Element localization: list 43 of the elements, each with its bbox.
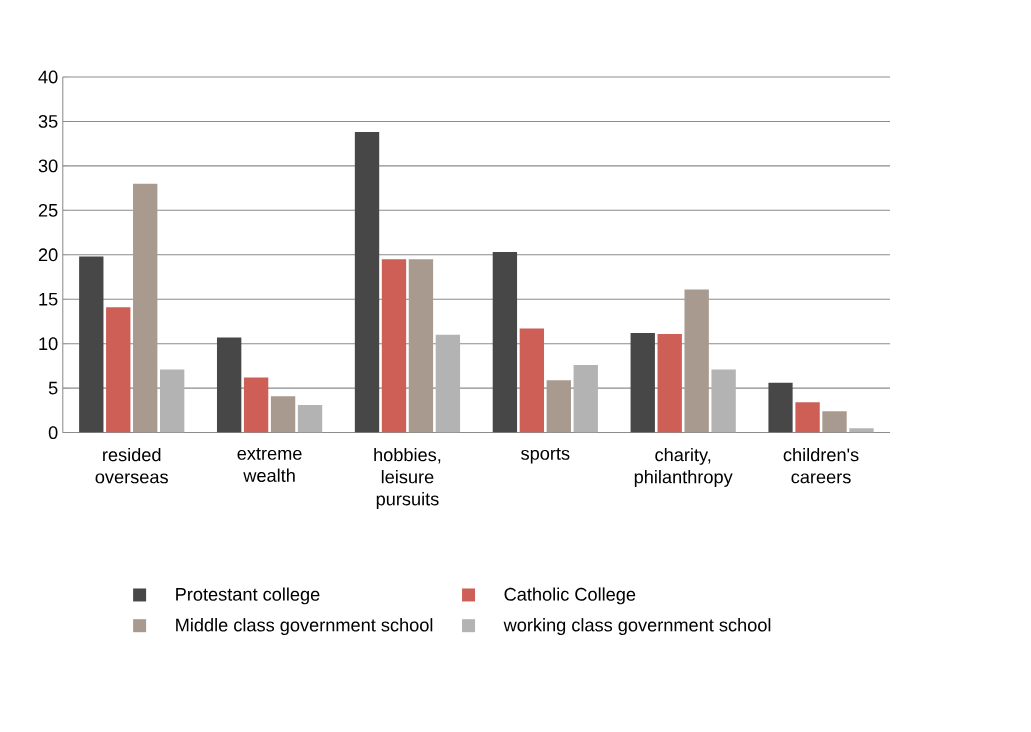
bar [435, 334, 461, 433]
x-tick-label: extreme wealth [237, 448, 302, 483]
x-tick-label: charity, philanthropy [634, 448, 733, 488]
bar [159, 369, 185, 433]
bar [297, 405, 323, 433]
y-tick-label: 0 [48, 426, 58, 440]
bar [133, 183, 158, 433]
bar [106, 307, 131, 433]
x-tick-label: resided overseas [95, 448, 168, 484]
y-tick-label: 40 [38, 70, 58, 84]
x-tick-label: children's careers [783, 448, 859, 484]
bar [492, 252, 518, 433]
y-tick-label: 35 [38, 115, 58, 129]
bar [822, 411, 847, 433]
bar [711, 369, 736, 433]
bar [657, 334, 682, 433]
bar [519, 328, 545, 433]
legend-label: working class government school [503, 618, 771, 636]
bar [630, 333, 655, 433]
bar [270, 396, 296, 433]
x-tick-label: sports [521, 448, 570, 464]
y-tick-label: 30 [38, 159, 58, 173]
bar [243, 377, 269, 433]
bar [573, 365, 598, 433]
bar [795, 402, 820, 433]
legend-label: Catholic College [504, 587, 636, 605]
bar [849, 428, 874, 433]
bar [546, 380, 571, 433]
bar [216, 337, 242, 433]
y-tick-label: 25 [38, 204, 58, 217]
bar [79, 256, 104, 433]
x-tick-label: hobbies, leisure pursuits [374, 448, 441, 510]
bar [684, 289, 709, 433]
bar [768, 382, 793, 433]
y-tick-label: 20 [38, 248, 58, 262]
y-tick-label: 15 [39, 293, 58, 306]
bar [354, 132, 380, 433]
legend-label: Protestant college [176, 587, 320, 605]
legend-label: Middle class government school [176, 618, 433, 636]
bar [408, 259, 434, 433]
bar [381, 259, 407, 433]
y-tick-label: 10 [39, 337, 58, 351]
y-tick-label: 5 [48, 381, 58, 395]
